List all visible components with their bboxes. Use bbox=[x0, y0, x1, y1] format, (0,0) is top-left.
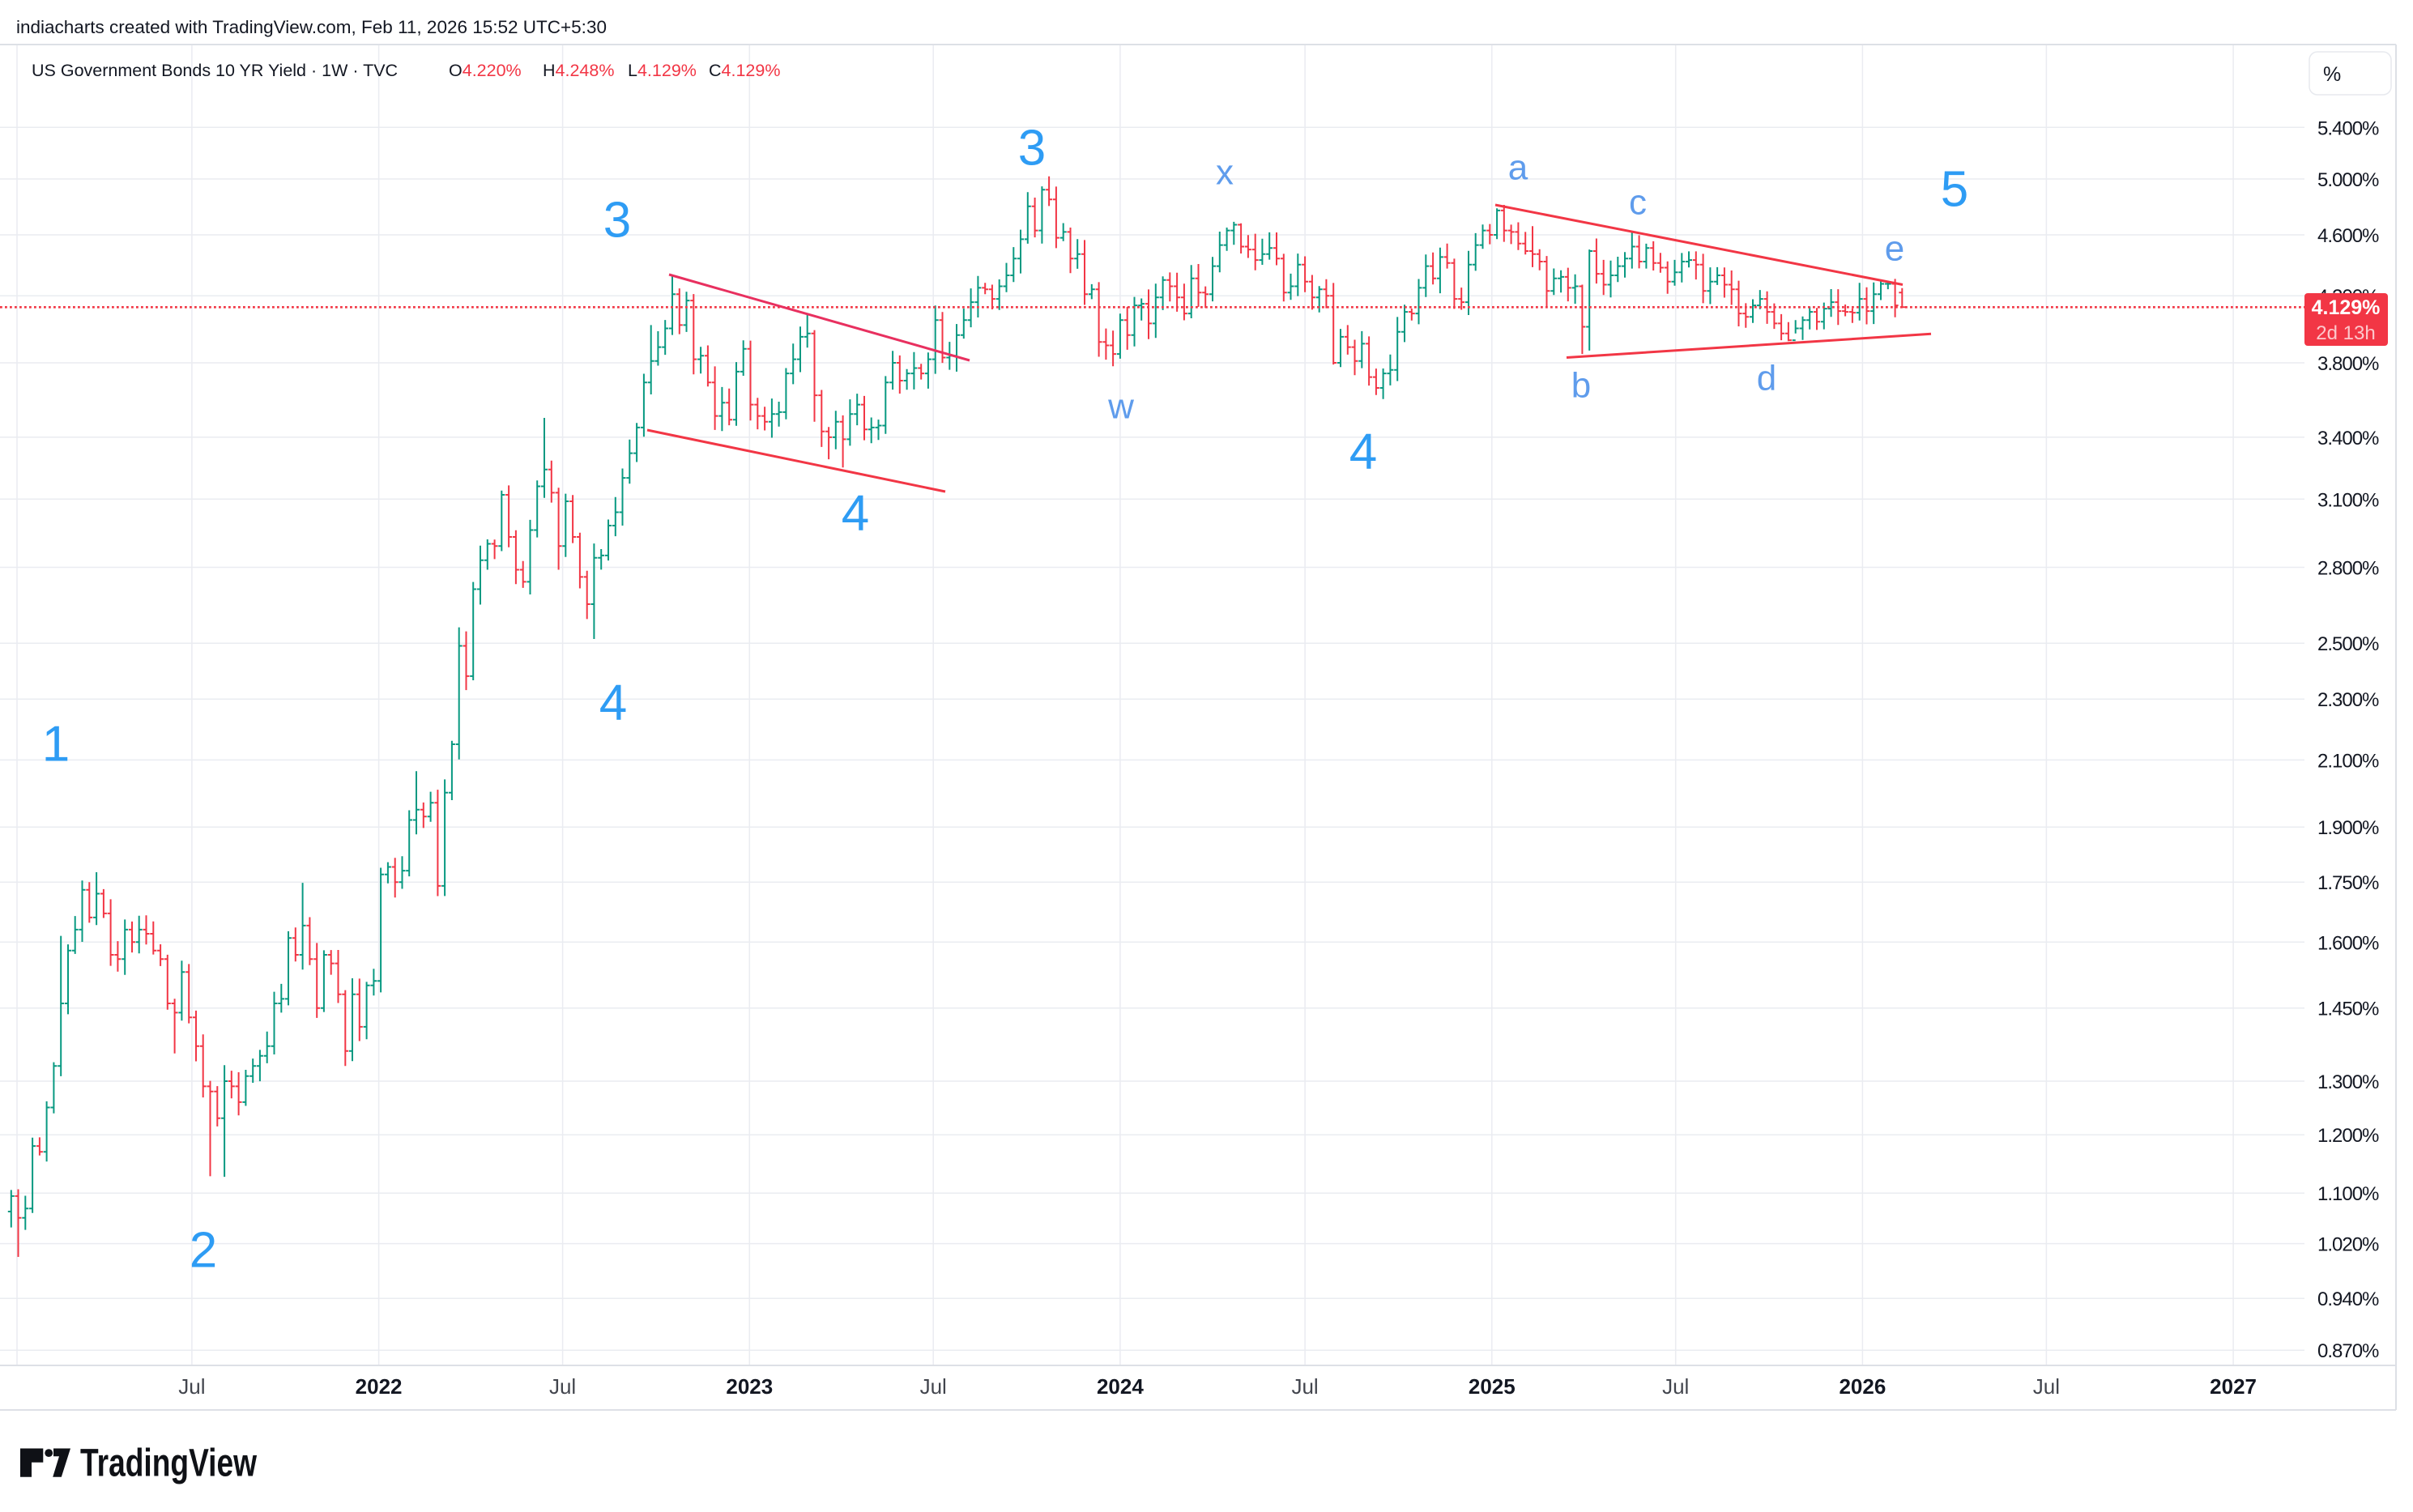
svg-text:L4.129%: L4.129% bbox=[628, 61, 697, 80]
svg-text:C4.129%: C4.129% bbox=[709, 61, 780, 80]
svg-text:4: 4 bbox=[1349, 424, 1377, 479]
svg-text:%: % bbox=[2323, 63, 2341, 86]
svg-text:Jul: Jul bbox=[920, 1374, 947, 1399]
svg-text:2.800%: 2.800% bbox=[2317, 558, 2379, 580]
svg-text:4: 4 bbox=[599, 675, 627, 730]
svg-text:1.100%: 1.100% bbox=[2317, 1183, 2379, 1205]
svg-text:2: 2 bbox=[190, 1222, 217, 1278]
svg-text:2023: 2023 bbox=[726, 1374, 773, 1399]
svg-text:4.129%: 4.129% bbox=[2312, 296, 2381, 319]
svg-text:4: 4 bbox=[842, 485, 869, 541]
svg-text:2022: 2022 bbox=[356, 1374, 403, 1399]
svg-text:e: e bbox=[1885, 228, 1904, 268]
svg-text:2024: 2024 bbox=[1097, 1374, 1144, 1399]
svg-text:indiacharts created with Tradi: indiacharts created with TradingView.com… bbox=[16, 17, 607, 37]
svg-text:Jul: Jul bbox=[2033, 1374, 2060, 1399]
svg-text:H4.248%: H4.248% bbox=[543, 61, 614, 80]
svg-text:Jul: Jul bbox=[178, 1374, 205, 1399]
svg-text:2d 13h: 2d 13h bbox=[2316, 322, 2375, 344]
svg-text:1: 1 bbox=[42, 716, 70, 772]
svg-text:Jul: Jul bbox=[1291, 1374, 1318, 1399]
svg-text:2025: 2025 bbox=[1469, 1374, 1516, 1399]
svg-text:1.750%: 1.750% bbox=[2317, 872, 2379, 894]
svg-text:4.600%: 4.600% bbox=[2317, 225, 2379, 247]
svg-text:1.900%: 1.900% bbox=[2317, 817, 2379, 839]
svg-text:3: 3 bbox=[603, 192, 631, 248]
svg-text:w: w bbox=[1107, 386, 1134, 426]
svg-text:3.400%: 3.400% bbox=[2317, 428, 2379, 449]
svg-text:0.870%: 0.870% bbox=[2317, 1340, 2379, 1362]
svg-text:1.020%: 1.020% bbox=[2317, 1234, 2379, 1256]
svg-text:2026: 2026 bbox=[1839, 1374, 1886, 1399]
svg-text:1.600%: 1.600% bbox=[2317, 932, 2379, 954]
svg-text:3.100%: 3.100% bbox=[2317, 489, 2379, 511]
svg-text:x: x bbox=[1216, 152, 1234, 192]
svg-text:O4.220%: O4.220% bbox=[449, 61, 522, 80]
svg-text:c: c bbox=[1629, 182, 1647, 222]
svg-text:5.400%: 5.400% bbox=[2317, 117, 2379, 139]
svg-text:2.500%: 2.500% bbox=[2317, 633, 2379, 655]
svg-text:0.940%: 0.940% bbox=[2317, 1288, 2379, 1310]
svg-text:b: b bbox=[1571, 366, 1591, 406]
svg-text:5.000%: 5.000% bbox=[2317, 169, 2379, 191]
svg-text:1.450%: 1.450% bbox=[2317, 999, 2379, 1020]
svg-text:3: 3 bbox=[1018, 120, 1046, 176]
svg-text:1.200%: 1.200% bbox=[2317, 1125, 2379, 1147]
svg-text:5: 5 bbox=[1941, 161, 1968, 217]
svg-text:Jul: Jul bbox=[1662, 1374, 1689, 1399]
svg-text:US Government Bonds 10 YR Yiel: US Government Bonds 10 YR Yield · 1W · T… bbox=[32, 61, 398, 80]
svg-text:d: d bbox=[1757, 359, 1776, 398]
svg-text:2.100%: 2.100% bbox=[2317, 750, 2379, 772]
svg-text:2.300%: 2.300% bbox=[2317, 689, 2379, 711]
svg-text:Jul: Jul bbox=[549, 1374, 576, 1399]
svg-text:2027: 2027 bbox=[2210, 1374, 2257, 1399]
svg-text:TradingView: TradingView bbox=[80, 1442, 258, 1485]
svg-text:a: a bbox=[1508, 147, 1528, 187]
svg-text:3.800%: 3.800% bbox=[2317, 353, 2379, 375]
svg-text:1.300%: 1.300% bbox=[2317, 1071, 2379, 1093]
